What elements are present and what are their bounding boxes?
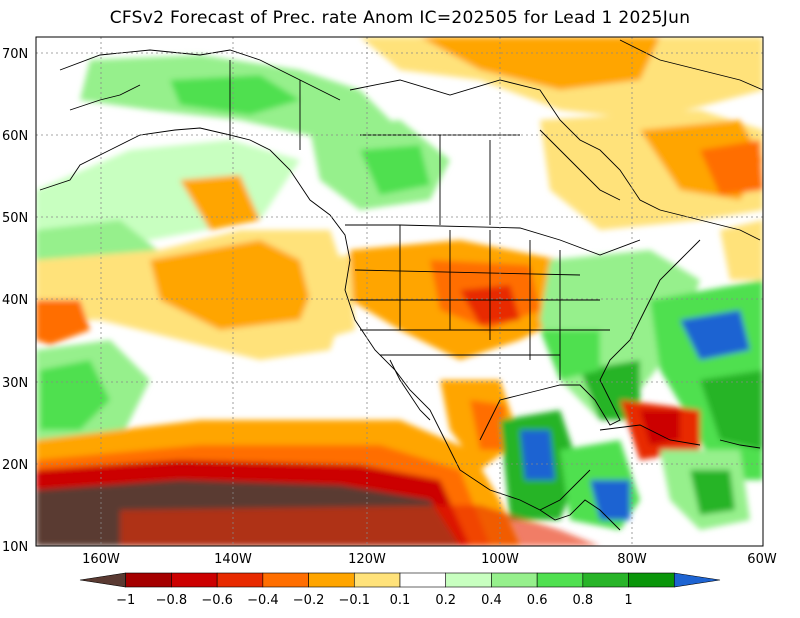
colorbar-tick-label: −0.6 <box>201 593 233 608</box>
colorbar-bin <box>445 572 492 588</box>
colorbar-bin <box>353 572 401 588</box>
colorbar-bin <box>491 572 538 588</box>
lat-label: 10N <box>2 540 28 555</box>
lon-label: 100W <box>481 552 519 567</box>
colorbar: −1 −0.8 −0.6 −0.4 −0.2 −0.1 0.1 0.2 0.4 0.6 0.8 1 <box>79 572 721 608</box>
lat-label: 70N <box>2 47 28 62</box>
colorbar-tick-label: 0.8 <box>573 593 594 608</box>
colorbar-tick-label: −0.4 <box>247 593 279 608</box>
colorbar-tick-label: −0.1 <box>338 593 370 608</box>
coastlines <box>39 39 763 531</box>
colorbar-tick-label: −1 <box>116 593 135 608</box>
lat-label: 40N <box>2 293 28 308</box>
plot-frame <box>35 36 764 547</box>
colorbar-bin <box>125 572 172 588</box>
lat-label: 30N <box>2 376 28 391</box>
colorbar-tick-label: 0.6 <box>527 593 548 608</box>
colorbar-bin <box>308 572 355 588</box>
longitude-labels: 160W 140W 120W 100W 80W 60W <box>82 552 777 567</box>
lon-label: 140W <box>214 552 252 567</box>
colorbar-bin <box>216 572 264 588</box>
colorbar-bin <box>79 572 127 588</box>
colorbar-tick-label: 0.4 <box>481 593 502 608</box>
colorbar-tick-label: −0.2 <box>293 593 325 608</box>
anomaly-field <box>36 37 763 546</box>
colorbar-bin <box>262 572 309 588</box>
colorbar-tick-label: −0.8 <box>156 593 188 608</box>
colorbar-bin <box>536 572 584 588</box>
colorbar-bin <box>399 572 447 588</box>
map-title: CFSv2 Forecast of Prec. rate Anom IC=202… <box>109 8 691 28</box>
lon-label: 160W <box>82 552 120 567</box>
lat-label: 50N <box>2 211 28 226</box>
lat-label: 20N <box>2 458 28 473</box>
lon-label: 60W <box>747 552 777 567</box>
latitude-labels: 70N 60N 50N 40N 30N 20N 10N <box>2 47 28 555</box>
lon-label: 80W <box>617 552 647 567</box>
colorbar-tick-label: 0.2 <box>435 593 456 608</box>
colorbar-tick-label: 1 <box>624 593 632 608</box>
gridlines <box>36 37 763 546</box>
colorbar-bin <box>171 572 218 588</box>
colorbar-bin <box>673 572 721 588</box>
colorbar-tick-label: 0.1 <box>390 593 411 608</box>
lon-label: 120W <box>348 552 386 567</box>
colorbar-bin <box>628 572 675 588</box>
lat-label: 60N <box>2 129 28 144</box>
colorbar-bin <box>582 572 629 588</box>
